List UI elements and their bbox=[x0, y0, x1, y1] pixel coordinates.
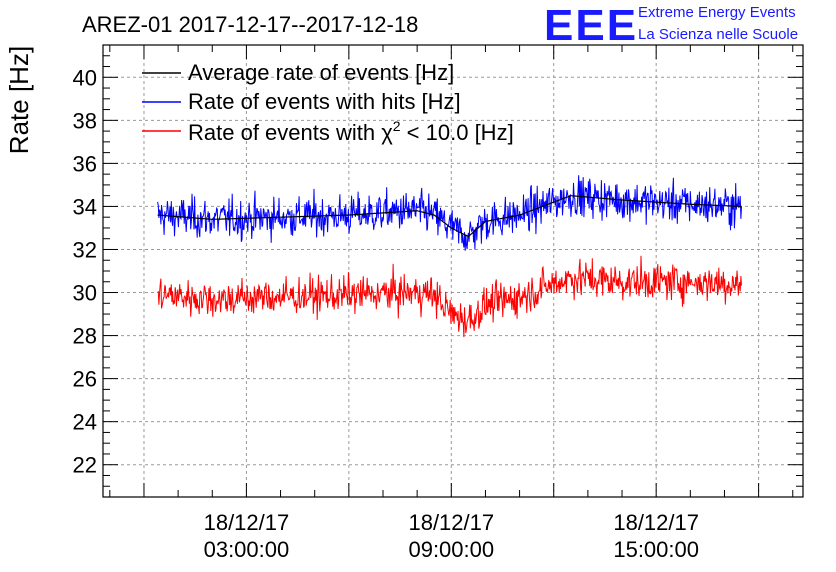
x-tick-label-time: 15:00:00 bbox=[613, 537, 699, 562]
y-tick-label: 34 bbox=[73, 194, 97, 219]
plot-frame bbox=[102, 44, 804, 498]
series-line-hits bbox=[157, 175, 742, 251]
brand-line-1: Extreme Energy Events bbox=[638, 4, 796, 21]
brand-line-2: La Scienza nelle Scuole bbox=[638, 26, 798, 43]
axes: 2224262830323436384018/12/1703:00:0018/1… bbox=[73, 44, 803, 562]
y-tick-label: 26 bbox=[73, 367, 97, 392]
legend-chi2-suffix: < 10.0 [Hz] bbox=[401, 120, 514, 145]
series-line-average bbox=[157, 195, 742, 238]
series-line-chi2 bbox=[157, 255, 742, 338]
y-tick-label: 22 bbox=[73, 453, 97, 478]
legend-label-chi2: Rate of events with χ2 < 10.0 [Hz] bbox=[188, 118, 514, 145]
x-tick-label-time: 03:00:00 bbox=[204, 537, 290, 562]
y-axis-title: Rate [Hz] bbox=[4, 46, 34, 154]
y-tick-label: 32 bbox=[73, 237, 97, 262]
series-layer bbox=[157, 175, 742, 338]
legend-chi2-sup: 2 bbox=[393, 118, 401, 134]
chart-title: AREZ-01 2017-12-17--2017-12-18 bbox=[82, 12, 418, 37]
grid bbox=[103, 45, 803, 497]
legend: Average rate of events [Hz] Rate of even… bbox=[142, 60, 514, 145]
legend-chi2-prefix: Rate of events with χ bbox=[188, 120, 393, 145]
legend-label-hits: Rate of events with hits [Hz] bbox=[188, 89, 461, 114]
legend-label-average: Average rate of events [Hz] bbox=[188, 60, 454, 85]
y-tick-label: 30 bbox=[73, 281, 97, 306]
y-tick-label: 36 bbox=[73, 151, 97, 176]
x-tick-label-date: 18/12/17 bbox=[204, 510, 290, 535]
y-tick-label: 38 bbox=[73, 108, 97, 133]
y-tick-label: 24 bbox=[73, 410, 97, 435]
x-tick-label-time: 09:00:00 bbox=[408, 537, 494, 562]
eee-logo: EEE Extreme Energy Events La Scienza nel… bbox=[544, 1, 798, 50]
x-tick-label-date: 18/12/17 bbox=[408, 510, 494, 535]
x-tick-label-date: 18/12/17 bbox=[613, 510, 699, 535]
eee-logo-mark: EEE bbox=[544, 1, 638, 50]
y-tick-label: 40 bbox=[73, 65, 97, 90]
y-tick-label: 28 bbox=[73, 324, 97, 349]
